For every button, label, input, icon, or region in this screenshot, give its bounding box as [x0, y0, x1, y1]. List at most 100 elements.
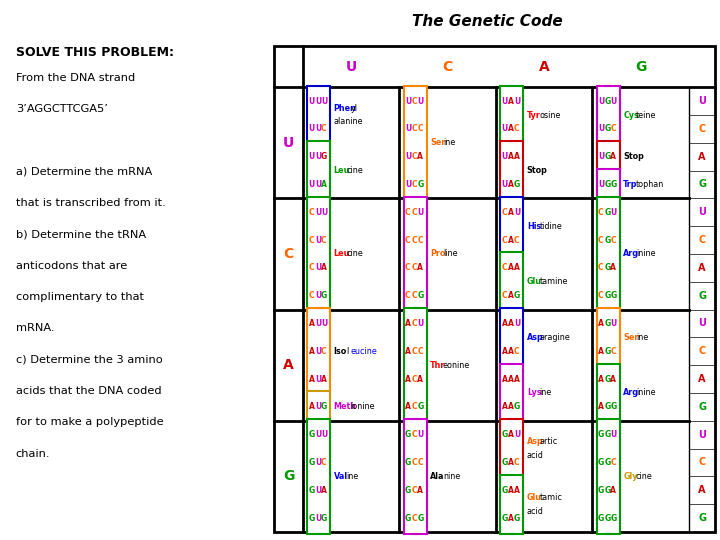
Text: A: A — [508, 124, 513, 133]
Text: G: G — [321, 402, 327, 411]
Text: C: C — [418, 347, 423, 356]
Text: Ser: Ser — [431, 138, 446, 147]
Text: C: C — [411, 97, 417, 106]
Text: C: C — [611, 347, 616, 356]
Text: G: G — [405, 458, 411, 467]
Text: nine: nine — [443, 472, 460, 481]
Text: A: A — [405, 375, 411, 383]
Text: G: G — [502, 430, 508, 439]
Text: C: C — [411, 291, 417, 300]
Text: G: G — [604, 375, 611, 383]
Text: C: C — [411, 180, 417, 189]
Text: G: G — [309, 485, 315, 495]
Text: U: U — [611, 319, 617, 328]
Text: A: A — [321, 180, 327, 189]
Text: Stop: Stop — [624, 152, 644, 161]
Text: G: G — [418, 180, 423, 189]
Text: ine: ine — [636, 333, 648, 342]
Text: G: G — [598, 430, 604, 439]
Text: cine: cine — [346, 166, 363, 175]
Text: G: G — [604, 152, 611, 161]
Text: A: A — [598, 375, 604, 383]
Text: G: G — [405, 430, 411, 439]
Text: G: G — [611, 180, 617, 189]
Bar — [404, 85, 427, 200]
Text: U: U — [309, 97, 315, 106]
Text: Iso: Iso — [334, 347, 347, 356]
Text: U: U — [611, 430, 617, 439]
Text: U: U — [405, 124, 411, 133]
Text: G: G — [283, 469, 294, 483]
Text: G: G — [598, 514, 604, 523]
Text: A: A — [508, 97, 513, 106]
Bar — [597, 419, 620, 534]
Text: b) Determine the tRNA: b) Determine the tRNA — [16, 230, 146, 240]
Text: 3’AGGCTTCGA5’: 3’AGGCTTCGA5’ — [16, 104, 108, 114]
Text: C: C — [514, 347, 520, 356]
Text: Ala: Ala — [431, 472, 445, 481]
Bar — [597, 141, 620, 172]
Text: U: U — [315, 347, 321, 356]
Text: C: C — [502, 291, 507, 300]
Text: G: G — [321, 514, 327, 523]
Text: A: A — [321, 375, 327, 383]
Text: A: A — [698, 485, 706, 495]
Bar — [500, 363, 523, 422]
Text: C: C — [405, 291, 410, 300]
Text: G: G — [604, 180, 611, 189]
Text: U: U — [405, 152, 411, 161]
Text: U: U — [698, 430, 706, 440]
Text: C: C — [309, 208, 314, 217]
Text: A: A — [508, 430, 513, 439]
Text: C: C — [405, 235, 410, 245]
Bar — [500, 419, 523, 478]
Text: U: U — [418, 97, 423, 106]
Text: U: U — [315, 124, 321, 133]
Text: A: A — [508, 180, 513, 189]
Text: c) Determine the 3 amino: c) Determine the 3 amino — [16, 355, 163, 365]
Text: Phen: Phen — [334, 104, 356, 112]
Text: A: A — [502, 375, 508, 383]
Text: ionine: ionine — [351, 402, 375, 411]
Bar — [404, 419, 427, 534]
Text: G: G — [502, 514, 508, 523]
Text: G: G — [514, 180, 521, 189]
Text: tophan: tophan — [636, 180, 664, 189]
Text: Arg: Arg — [624, 388, 639, 397]
Text: U: U — [321, 208, 327, 217]
Text: C: C — [514, 458, 520, 467]
Text: U: U — [315, 514, 321, 523]
Bar — [307, 197, 330, 311]
Text: A: A — [508, 347, 513, 356]
Text: His: His — [527, 222, 541, 231]
Bar — [597, 169, 620, 200]
Text: Pro: Pro — [431, 249, 446, 259]
Text: ine: ine — [443, 138, 455, 147]
Text: U: U — [315, 208, 321, 217]
Text: C: C — [598, 208, 604, 217]
Text: U: U — [309, 124, 315, 133]
Text: Arg: Arg — [624, 249, 639, 259]
Text: U: U — [315, 97, 321, 106]
Text: U: U — [514, 97, 521, 106]
Text: A: A — [508, 235, 513, 245]
Text: C: C — [284, 247, 294, 261]
Text: C: C — [611, 235, 616, 245]
Text: tamine: tamine — [539, 277, 567, 286]
Text: C: C — [611, 458, 616, 467]
Text: U: U — [309, 180, 315, 189]
Text: G: G — [321, 152, 327, 161]
Text: G: G — [698, 402, 706, 412]
Text: C: C — [405, 208, 410, 217]
Text: G: G — [604, 319, 611, 328]
Text: artic: artic — [539, 437, 557, 446]
Text: From the DNA strand: From the DNA strand — [16, 73, 135, 83]
Text: C: C — [514, 124, 520, 133]
Text: G: G — [604, 347, 611, 356]
Text: SOLVE THIS PROBLEM:: SOLVE THIS PROBLEM: — [16, 46, 174, 59]
Text: U: U — [698, 319, 706, 328]
Text: C: C — [418, 458, 423, 467]
Bar — [597, 85, 620, 144]
Text: A: A — [309, 402, 315, 411]
Text: C: C — [321, 458, 327, 467]
